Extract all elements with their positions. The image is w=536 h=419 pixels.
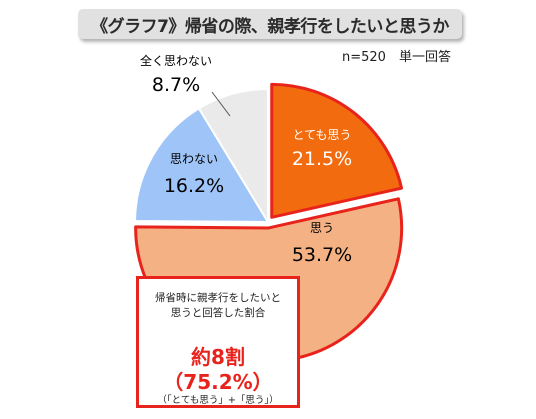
pie-slice-3 — [133, 106, 270, 224]
pie-slice-1 — [270, 82, 404, 219]
slice-value: 8.7% — [152, 74, 200, 96]
slice-label: 全く思わない — [140, 53, 212, 68]
summary-value: 約8割 — [191, 345, 245, 369]
summary-percent: （75.2%） — [163, 370, 273, 394]
chart-title: 《グラフ7》帰省の際、親孝行をしたいと思うか — [78, 9, 462, 39]
slice-label: 思う — [310, 221, 334, 235]
slice-label: 思わない — [170, 152, 218, 166]
slice-value: 53.7% — [292, 244, 352, 266]
slice-value: 16.2% — [164, 175, 224, 197]
leader-line — [211, 91, 231, 117]
pie-slice-4 — [197, 87, 269, 226]
sample-note: n=520 単一回答 — [342, 50, 451, 65]
summary-caption: 帰省時に親孝行をしたいと 思うと回答した割合 — [155, 292, 281, 319]
summary-note: （「とても思う」+「思う」） — [157, 395, 279, 406]
summary-callout: 帰省時に親孝行をしたいと 思うと回答した割合 約8割 （75.2%） （「とても… — [136, 276, 300, 408]
slice-label: とても思う — [292, 128, 351, 142]
slice-value: 21.5% — [292, 148, 352, 170]
